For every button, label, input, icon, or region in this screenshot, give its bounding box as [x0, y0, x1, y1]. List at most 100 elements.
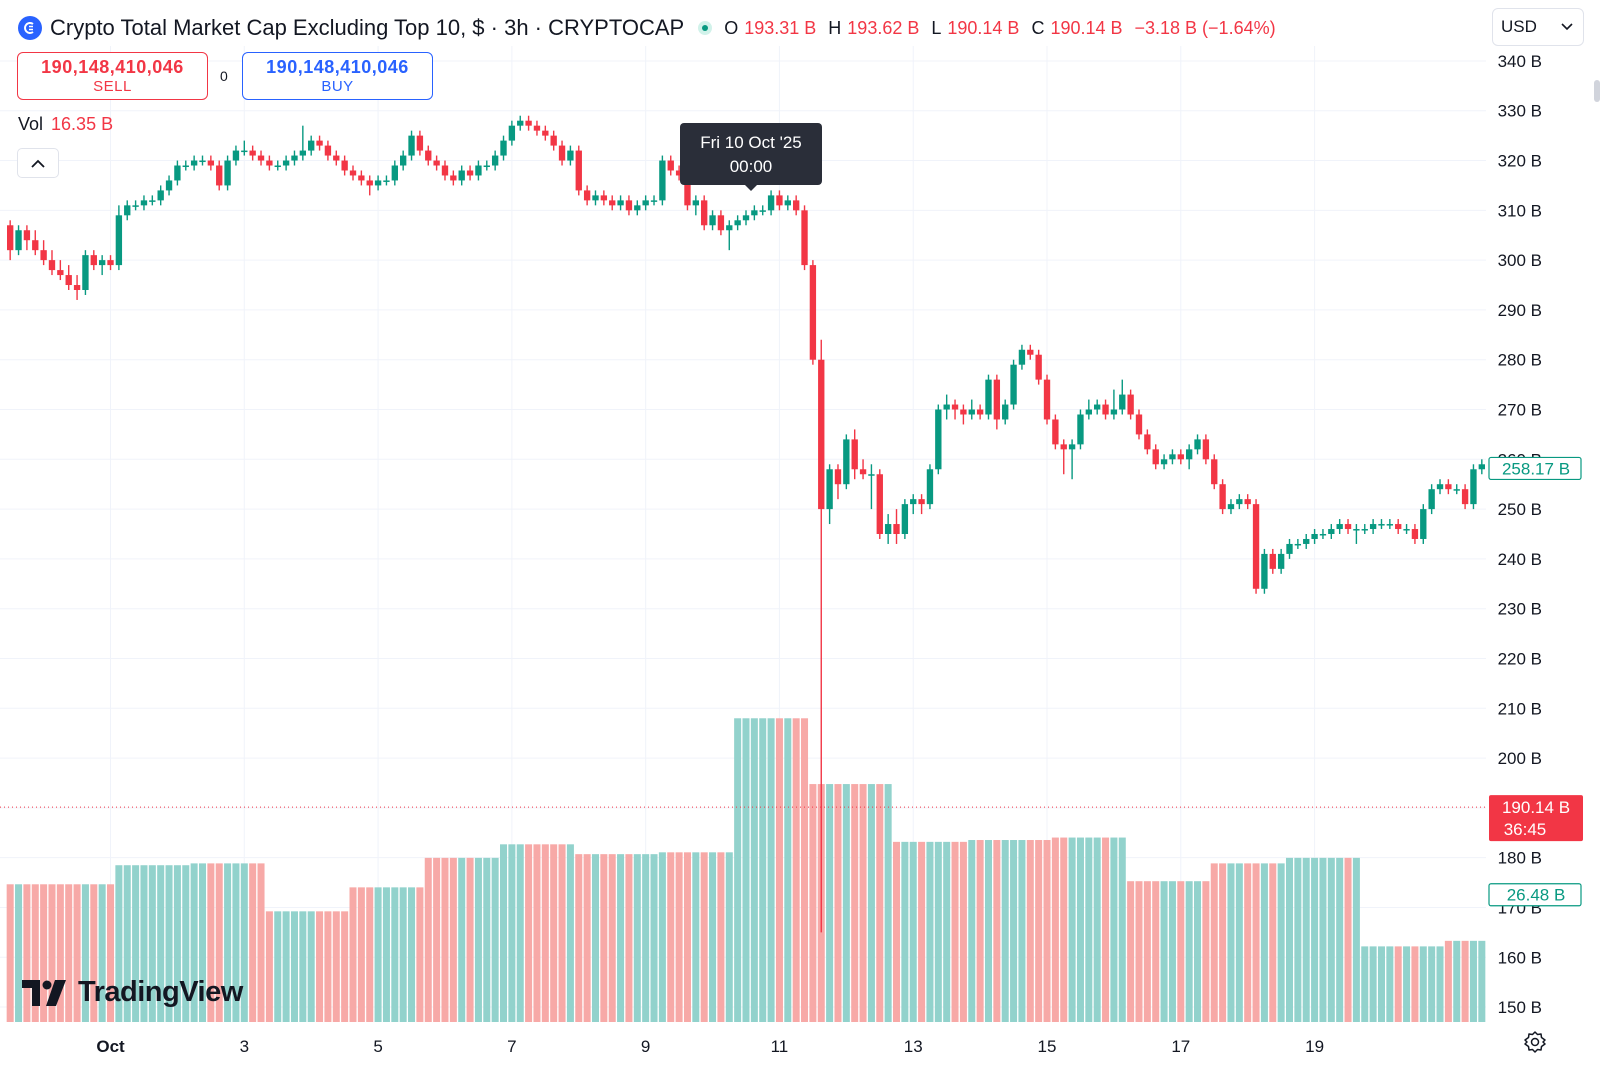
candle — [408, 130, 415, 161]
crosshair-date-tooltip: Fri 10 Oct '25 00:00 — [680, 123, 822, 191]
close-value: 190.14 B — [1050, 17, 1123, 38]
volume-bar — [525, 844, 533, 1022]
settings-gear-icon[interactable] — [1524, 1031, 1546, 1053]
volume-bar — [775, 718, 783, 1022]
candle — [968, 399, 975, 420]
candle — [985, 374, 992, 420]
volume-bar — [759, 718, 767, 1022]
candle-body — [1453, 489, 1460, 491]
volume-bar — [1060, 837, 1068, 1022]
candle-body — [40, 250, 47, 261]
volume-bar — [591, 854, 600, 1022]
candle-body — [1068, 444, 1076, 450]
volume-bar — [1386, 946, 1394, 1022]
candle — [792, 195, 800, 216]
volume-bar — [851, 784, 859, 1022]
sell-button[interactable]: 190,148,410,046 SELL — [17, 52, 208, 100]
candle — [508, 120, 516, 146]
candle — [458, 165, 465, 186]
volume-bar — [516, 844, 524, 1022]
candle — [935, 404, 942, 475]
candle-body — [1303, 538, 1310, 544]
volume-bar — [224, 863, 232, 1022]
volume-bar — [558, 844, 566, 1022]
candle — [124, 200, 131, 221]
open-value: 193.31 B — [744, 17, 817, 38]
candle — [583, 185, 591, 206]
volume-bar — [165, 865, 173, 1022]
candle-body — [1043, 379, 1051, 420]
volume-bar — [1394, 946, 1402, 1022]
candle-body — [483, 165, 490, 168]
volume-bar — [1311, 857, 1319, 1022]
candle — [1102, 399, 1109, 420]
candle — [918, 494, 925, 515]
symbol-title[interactable]: Crypto Total Market Cap Excluding Top 10… — [50, 15, 685, 40]
volume-bar — [1294, 857, 1302, 1022]
volume-bar — [1260, 863, 1268, 1022]
candle-body — [1035, 354, 1042, 380]
tradingview-watermark[interactable]: TradingView — [22, 976, 243, 1009]
volume-bar — [1319, 857, 1327, 1022]
candle-body — [1211, 459, 1218, 485]
market-status-icon[interactable] — [698, 21, 713, 35]
candle-body — [1135, 414, 1143, 435]
candle — [1169, 449, 1176, 465]
volume-bar — [1277, 863, 1285, 1022]
candle-body — [776, 195, 783, 206]
candle — [174, 160, 181, 186]
candle — [542, 125, 549, 141]
volume-bar — [132, 865, 140, 1022]
candle-body — [383, 180, 390, 182]
candle-body — [1269, 553, 1276, 569]
current-price-label: 190.14 B — [1502, 798, 1570, 817]
volume-bar — [433, 857, 441, 1022]
candle — [157, 185, 164, 206]
buy-button[interactable]: 190,148,410,046 BUY — [242, 52, 433, 100]
candle-body — [366, 180, 373, 186]
candle — [399, 150, 407, 171]
volume-bar — [675, 852, 683, 1022]
candle-body — [684, 175, 691, 206]
candle — [1010, 359, 1017, 410]
volume-bar — [1235, 863, 1243, 1022]
volume-bar — [6, 884, 14, 1022]
collapse-legend-button[interactable] — [17, 148, 59, 178]
volume-bar — [709, 852, 717, 1022]
candle — [809, 260, 817, 365]
volume-bar — [633, 854, 641, 1022]
candle-body — [308, 140, 315, 151]
candle-body — [216, 165, 223, 186]
time-axis[interactable]: Oct 3 5 7 9 11 13 15 17 19 — [96, 1037, 1324, 1056]
candle — [165, 175, 173, 196]
candle — [625, 195, 633, 216]
candle-body — [650, 200, 658, 202]
candle — [692, 195, 700, 216]
candle — [333, 150, 340, 166]
volume-bar — [15, 884, 23, 1022]
candle — [90, 250, 97, 271]
candle — [299, 125, 307, 161]
currency-select[interactable]: USD — [1492, 8, 1584, 46]
volume-bar — [316, 911, 324, 1022]
scrollbar[interactable] — [1594, 80, 1600, 102]
price-tick-label: 270 B — [1498, 401, 1542, 420]
candle-body — [993, 379, 1001, 420]
candle-body — [341, 160, 348, 171]
candle — [600, 190, 608, 206]
volume-bar — [1369, 946, 1377, 1022]
candle-body — [1436, 484, 1444, 490]
volume-bar — [792, 718, 800, 1022]
candle-body — [157, 190, 164, 201]
candle — [1436, 479, 1444, 495]
candle-body — [241, 150, 248, 153]
candle — [1428, 484, 1435, 515]
candle-body — [1018, 349, 1026, 365]
volume-bar — [867, 784, 875, 1022]
candle — [1286, 538, 1293, 559]
candle-body — [73, 285, 81, 290]
volume-bar — [257, 863, 265, 1022]
candle — [500, 135, 507, 161]
